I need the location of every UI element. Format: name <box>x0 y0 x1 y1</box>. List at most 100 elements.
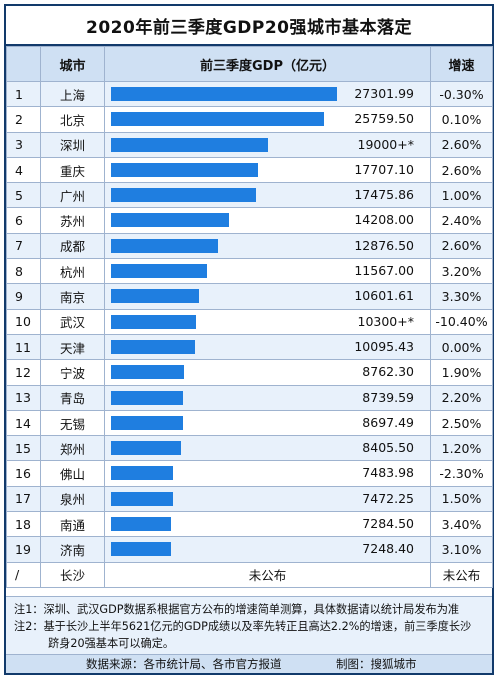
table-row: 9 南京 10601.61 3.30% <box>6 283 493 310</box>
city-cell: 杭州 <box>40 258 105 285</box>
city-cell: 长沙 <box>40 561 105 588</box>
gdp-value-label: 10601.61 <box>354 288 414 304</box>
header-row: 城市 前三季度GDP（亿元） 增速 <box>6 46 493 82</box>
footnote-1: 注1：深圳、武汉GDP数据系根据官方公布的增速简单测算，具体数据请以统计局发布为… <box>14 603 460 616</box>
gdp-cell: 10601.61 <box>104 283 431 310</box>
change-cell: 2.20% <box>430 384 493 411</box>
header-change: 增速 <box>430 46 493 82</box>
table-row: 11 天津 10095.43 0.00% <box>6 333 493 361</box>
city-cell: 北京 <box>40 106 105 133</box>
rank-cell: 11 <box>6 333 41 361</box>
gdp-cell: 7483.98 <box>104 460 431 487</box>
gdp-value-label: 19000+* <box>357 136 415 152</box>
infographic-frame: 2020年前三季度GDP20强城市基本落定 城市 前三季度GDP（亿元） 增速 … <box>4 4 494 675</box>
rank-cell: 13 <box>6 384 41 411</box>
city-cell: 武汉 <box>40 308 105 335</box>
change-cell: 0.10% <box>430 106 493 133</box>
footnotes: 注1：深圳、武汉GDP数据系根据官方公布的增速简单测算，具体数据请以统计局发布为… <box>6 596 492 654</box>
gdp-cell: 未公布 <box>104 561 431 588</box>
rank-cell: 4 <box>6 156 41 184</box>
change-cell: 3.30% <box>430 283 493 310</box>
gdp-cell: 8697.49 <box>104 409 431 437</box>
rank-cell: 19 <box>6 536 41 563</box>
chart-title: 2020年前三季度GDP20强城市基本落定 <box>6 6 492 46</box>
change-cell: 2.60% <box>430 232 493 260</box>
gdp-bar <box>111 264 207 279</box>
gdp-value-label: 12876.50 <box>354 237 414 253</box>
gdp-bar <box>111 112 324 127</box>
gdp-cell: 12876.50 <box>104 232 431 260</box>
gdp-cell: 19000+* <box>104 131 431 158</box>
data-source: 数据来源：各市统计局、各市官方报道 <box>86 657 282 671</box>
gdp-bar <box>111 87 337 101</box>
gdp-value-label: 17707.10 <box>354 161 414 177</box>
rank-cell: 1 <box>6 80 41 108</box>
table-row: 17 泉州 7472.25 1.50% <box>6 485 493 513</box>
gdp-bar <box>111 365 184 380</box>
change-cell: 3.20% <box>430 258 493 285</box>
gdp-bar <box>111 162 258 177</box>
gdp-value-label: 10095.43 <box>354 338 414 354</box>
table-row: 3 深圳 19000+* 2.60% <box>6 131 493 158</box>
rank-cell: 9 <box>6 283 41 310</box>
table-row: 2 北京 25759.50 0.10% <box>6 106 493 133</box>
rank-cell: 17 <box>6 485 41 513</box>
change-cell: 2.60% <box>430 156 493 184</box>
gdp-value-label: 14208.00 <box>354 212 414 228</box>
table-row: 7 成都 12876.50 2.60% <box>6 232 493 260</box>
gdp-cell: 25759.50 <box>104 106 431 133</box>
city-cell: 佛山 <box>40 460 105 487</box>
city-cell: 南京 <box>40 283 105 310</box>
city-cell: 无锡 <box>40 409 105 437</box>
change-cell: 未公布 <box>430 561 493 588</box>
gdp-value-label: 25759.50 <box>354 111 414 127</box>
city-cell: 青岛 <box>40 384 105 411</box>
table-row-extra: / 长沙 未公布 未公布 <box>6 561 493 588</box>
change-cell: 3.10% <box>430 536 493 563</box>
gdp-bar <box>111 415 183 430</box>
gdp-cell: 14208.00 <box>104 207 431 234</box>
footnote-2-continued: 跻身20强基本可以确定。 <box>48 637 175 650</box>
change-cell: 1.00% <box>430 182 493 209</box>
gdp-table: 城市 前三季度GDP（亿元） 增速 1 上海 27301.99 -0.30% 2 北京 25… <box>6 46 493 588</box>
change-cell: 1.20% <box>430 435 493 462</box>
gdp-value-label: 10300+* <box>357 313 415 329</box>
city-cell: 泉州 <box>40 485 105 513</box>
city-cell: 郑州 <box>40 435 105 462</box>
change-cell: -0.30% <box>430 80 493 108</box>
header-city: 城市 <box>40 46 105 82</box>
table-row: 18 南通 7284.50 3.40% <box>6 511 493 538</box>
gdp-value-label: 7483.98 <box>362 465 414 481</box>
change-cell: 3.40% <box>430 511 493 538</box>
city-cell: 上海 <box>40 80 105 108</box>
change-cell: 2.50% <box>430 409 493 437</box>
gdp-bar <box>111 339 195 354</box>
rank-cell: 15 <box>6 435 41 462</box>
rank-cell: 12 <box>6 359 41 386</box>
gdp-bar <box>111 213 229 228</box>
gdp-value-label: 8697.49 <box>362 414 414 430</box>
table-row: 16 佛山 7483.98 -2.30% <box>6 460 493 487</box>
rank-cell: 16 <box>6 460 41 487</box>
change-cell: 2.40% <box>430 207 493 234</box>
gdp-cell: 8405.50 <box>104 435 431 462</box>
gdp-value-label: 11567.00 <box>354 263 414 279</box>
gdp-bar <box>111 238 218 253</box>
rank-cell: 6 <box>6 207 41 234</box>
table-row: 12 宁波 8762.30 1.90% <box>6 359 493 386</box>
city-cell: 成都 <box>40 232 105 260</box>
rank-cell: / <box>6 561 41 588</box>
table-row: 19 济南 7248.40 3.10% <box>6 536 493 563</box>
gdp-value-label: 27301.99 <box>354 86 414 101</box>
change-cell: 0.00% <box>430 333 493 361</box>
table-row: 14 无锡 8697.49 2.50% <box>6 409 493 437</box>
header-rank <box>6 46 41 82</box>
gdp-value-label: 8739.59 <box>362 389 414 405</box>
table-row: 4 重庆 17707.10 2.60% <box>6 156 493 184</box>
gdp-bar <box>111 441 181 456</box>
rank-cell: 7 <box>6 232 41 260</box>
table-row: 8 杭州 11567.00 3.20% <box>6 258 493 285</box>
city-cell: 南通 <box>40 511 105 538</box>
gdp-cell: 27301.99 <box>104 80 431 108</box>
rank-cell: 5 <box>6 182 41 209</box>
